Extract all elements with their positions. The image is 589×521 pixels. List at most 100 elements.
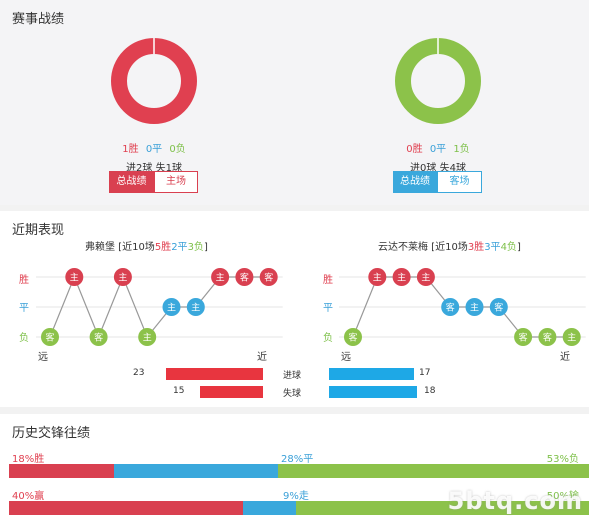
right-summary-draw: 3平 <box>484 242 501 253</box>
left-match-marker[interactable]: 主 <box>138 328 157 346</box>
right-summary-prefix: [近10场 <box>428 242 468 253</box>
right-match-venue: 客 <box>519 332 528 344</box>
left-match-dot <box>138 328 157 346</box>
h2h-result-loss-segment <box>278 464 589 478</box>
right-match-dot <box>392 268 411 286</box>
right-match-dot <box>416 268 435 286</box>
right-summary-suffix: ] <box>516 242 521 253</box>
tab-right-away[interactable]: 客场 <box>437 171 482 193</box>
right-match-marker[interactable]: 主 <box>562 328 581 346</box>
left-near-label: 近 <box>257 352 267 363</box>
left-scored-bar <box>166 368 263 380</box>
left-match-venue: 主 <box>118 272 127 284</box>
left-summary-suffix: ] <box>203 242 208 253</box>
right-match-venue: 主 <box>397 272 406 284</box>
right-team-form-header: 云达不莱梅 [近10场3胜3平4负] <box>378 238 521 253</box>
left-match-marker[interactable]: 客 <box>259 268 278 286</box>
left-win-count: 1胜 <box>122 144 139 155</box>
right-far-label: 远 <box>341 352 351 363</box>
h2h-handicap-push-pct: 9%走 <box>283 491 309 502</box>
right-axis-win: 胜 <box>323 275 333 286</box>
right-conceded-value: 18 <box>424 386 436 396</box>
section-title-record: 赛事战绩 <box>12 12 65 27</box>
left-loss-count: 0负 <box>169 144 186 155</box>
section-title-h2h: 历史交锋往绩 <box>12 426 91 441</box>
right-loss-count: 1负 <box>453 144 470 155</box>
right-form-chart: 客主主主客主客客客主 <box>339 268 586 346</box>
right-match-venue: 主 <box>470 302 479 314</box>
right-match-marker[interactable]: 主 <box>416 268 435 286</box>
right-match-dot <box>514 328 533 346</box>
right-match-marker[interactable]: 主 <box>368 268 387 286</box>
left-summary-loss: 3负 <box>187 242 204 253</box>
right-match-marker[interactable]: 主 <box>465 298 484 316</box>
left-record-donut <box>111 38 197 124</box>
left-team-form-header: 弗赖堡 [近10场5胜2平3负] <box>85 238 208 253</box>
right-match-dot <box>465 298 484 316</box>
left-far-label: 远 <box>38 352 48 363</box>
left-match-marker[interactable]: 主 <box>186 298 205 316</box>
right-near-label: 近 <box>560 352 570 363</box>
right-summary-win: 3胜 <box>467 242 485 253</box>
right-match-marker[interactable]: 主 <box>392 268 411 286</box>
h2h-loss-pct: 53%负 <box>546 454 579 465</box>
left-match-marker[interactable]: 客 <box>41 328 59 346</box>
h2h-handicap-loss-pct: 50%输 <box>546 491 579 502</box>
left-match-venue: 主 <box>191 302 200 314</box>
section-title-recent: 近期表现 <box>12 223 65 238</box>
left-axis-loss: 负 <box>19 333 29 344</box>
right-team-name: 云达不莱梅 <box>378 242 428 253</box>
left-axis-draw: 平 <box>19 303 29 314</box>
left-conceded-bar <box>200 386 263 398</box>
right-conceded-bar <box>329 386 417 398</box>
right-match-marker[interactable]: 客 <box>441 298 460 316</box>
left-match-dot <box>41 328 59 346</box>
right-match-venue: 客 <box>446 302 455 314</box>
right-match-venue: 客 <box>348 332 357 344</box>
left-match-dot <box>186 298 205 316</box>
tab-left-overall[interactable]: 总战绩 <box>109 171 154 193</box>
left-form-chart: 客主客主主主 主主客客 <box>36 268 283 346</box>
goals-for-label: 进球 <box>283 371 302 381</box>
site-watermark: 5btq.com <box>447 487 583 515</box>
left-match-dot <box>65 268 84 286</box>
goals-against-label: 失球 <box>283 389 302 399</box>
right-match-marker[interactable]: 客 <box>489 298 508 316</box>
tab-left-home[interactable]: 主场 <box>154 171 198 193</box>
left-match-marker[interactable]: 主 <box>211 268 230 286</box>
h2h-win-pct: 18%胜 <box>12 454 45 465</box>
left-match-marker[interactable]: 客 <box>89 328 108 346</box>
left-match-dot <box>89 328 108 346</box>
left-match-venue: 客 <box>240 272 249 284</box>
h2h-result-mid-segment <box>114 464 279 478</box>
right-draw-count: 0平 <box>429 144 447 155</box>
right-goals-summary: 进0球 失4球 <box>410 163 466 174</box>
h2h-handicap-win-pct: 40%赢 <box>12 491 45 502</box>
tab-right-overall[interactable]: 总战绩 <box>393 171 437 193</box>
left-match-dot <box>235 268 254 286</box>
left-form-line <box>49 275 269 339</box>
left-match-marker[interactable]: 主 <box>113 268 132 286</box>
right-record-donut <box>395 38 481 124</box>
right-match-dot <box>489 298 508 316</box>
right-win-count: 0胜 <box>406 144 423 155</box>
left-donut-ring <box>111 38 197 124</box>
right-summary-loss: 4负 <box>500 242 517 253</box>
right-match-dot <box>344 328 362 346</box>
right-match-dot <box>441 298 460 316</box>
right-match-venue: 客 <box>543 332 552 344</box>
left-match-marker[interactable]: 主 <box>65 268 84 286</box>
left-match-venue: 主 <box>216 272 225 284</box>
left-match-marker[interactable]: 主 <box>162 298 181 316</box>
left-conceded-value: 15 <box>173 386 185 396</box>
left-summary-win: 5胜 <box>154 242 172 253</box>
left-summary-draw: 2平 <box>171 242 188 253</box>
left-goals-summary: 进2球 失1球 <box>126 163 182 174</box>
left-summary-prefix: [近10场 <box>115 242 155 253</box>
right-match-marker[interactable]: 客 <box>514 328 533 346</box>
right-match-marker[interactable]: 客 <box>538 328 557 346</box>
right-match-marker[interactable]: 客 <box>344 328 362 346</box>
left-record-stats: 1胜 0平 0负 进2球 失1球 <box>64 140 244 174</box>
left-match-marker[interactable]: 客 <box>235 268 254 286</box>
left-axis-win: 胜 <box>19 275 29 286</box>
